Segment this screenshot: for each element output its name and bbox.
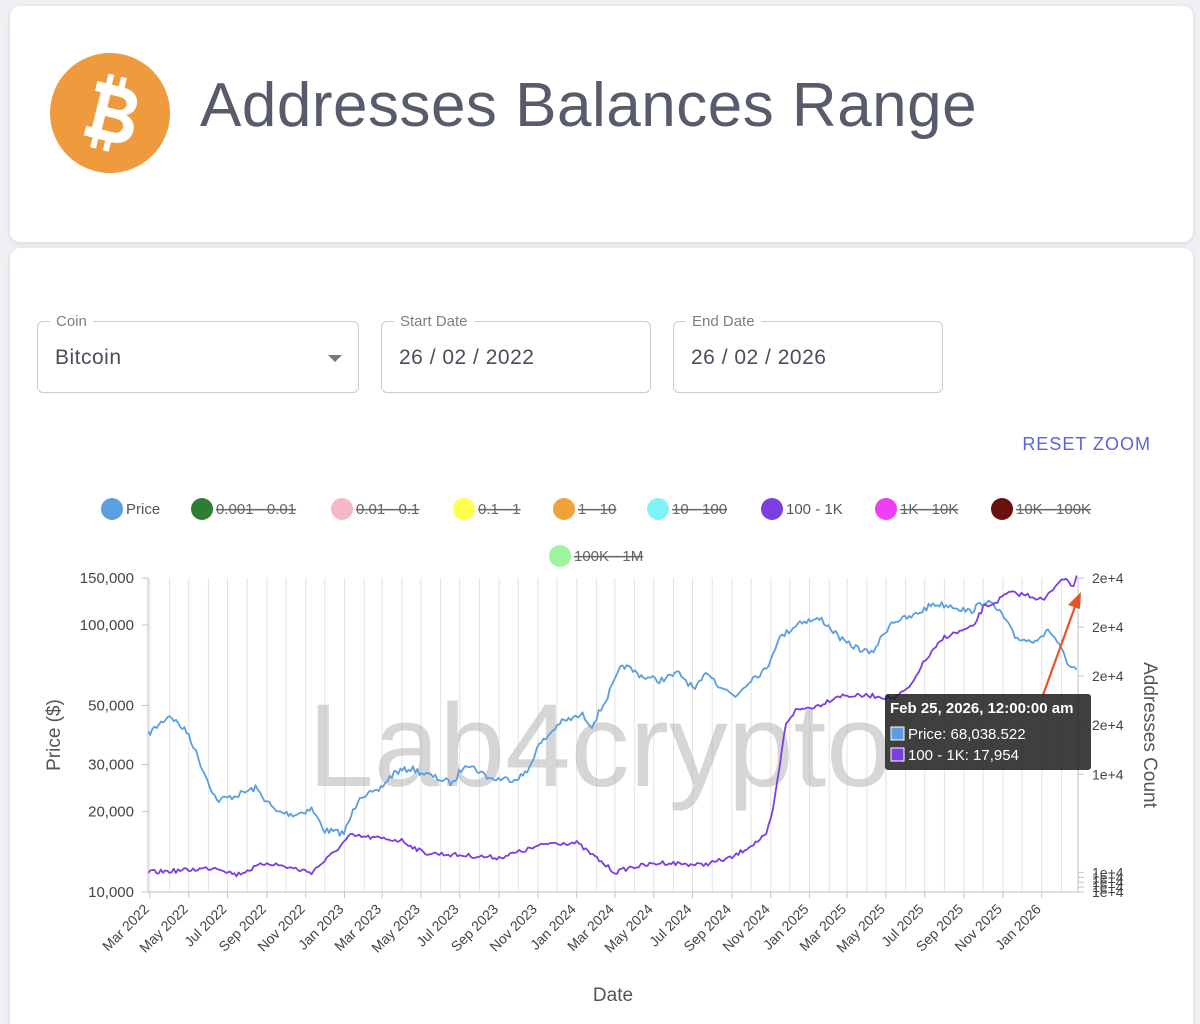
tooltip-date: Feb 25, 2026, 12:00:00 am <box>890 700 1073 717</box>
legend-item[interactable]: 0.1 - 1 <box>453 498 521 520</box>
legend-item[interactable]: 1 - 10 <box>553 498 616 520</box>
watermark: Lab4crypto <box>308 680 892 812</box>
y2-tick-label: 1e+4 <box>1092 766 1124 782</box>
chart-series <box>147 575 1078 878</box>
y-tick-label: 20,000 <box>88 804 134 821</box>
y-tick-label: 30,000 <box>88 757 134 774</box>
legend-item[interactable]: 100K - 1M <box>549 545 643 567</box>
series-line <box>147 599 1078 837</box>
coin-select[interactable]: Coin Bitcoin <box>37 313 359 393</box>
start-date-label: Start Date <box>394 313 474 330</box>
arrow-head-icon <box>1068 592 1081 609</box>
x-axis-label: Date <box>593 985 633 1006</box>
legend-swatch <box>191 498 213 520</box>
legend-swatch <box>647 498 669 520</box>
legend-swatch <box>761 498 783 520</box>
tooltip-price: Price: 68,038.522 <box>908 726 1026 743</box>
legend-item[interactable]: 1K - 10K <box>875 498 958 520</box>
legend-swatch <box>875 498 897 520</box>
legend-label: 1 - 10 <box>578 501 616 518</box>
end-date-value: 26 / 02 / 2026 <box>691 346 827 369</box>
bitcoin-logo-icon <box>50 53 170 173</box>
legend-label: 1K - 10K <box>900 501 958 518</box>
legend-label: 0.1 - 1 <box>478 501 521 518</box>
y2-tick-label: 1e+4 <box>1092 879 1124 895</box>
y2-tick-label: 1e+4 <box>1092 864 1124 880</box>
chart-legend: Price 0.001 - 0.01 0.01 - 0.1 0.1 - 1 1 - 10… <box>101 498 1091 567</box>
header-card: Addresses Balances Range <box>10 6 1193 242</box>
start-date-input[interactable]: Start Date 26 / 02 / 2022 <box>381 313 651 393</box>
caret-down-icon[interactable] <box>328 355 342 362</box>
legend-swatch <box>549 545 571 567</box>
y2-tick-label: 2e+4 <box>1092 570 1124 586</box>
legend-item[interactable]: 10 - 100 <box>647 498 727 520</box>
legend-label: 100 - 1K <box>786 501 843 518</box>
y-tick-label: 50,000 <box>88 697 134 714</box>
y-tick-label: 100,000 <box>80 617 134 634</box>
tooltip-box <box>885 694 1091 770</box>
legend-label: 10 - 100 <box>672 501 727 518</box>
tooltip-count: 100 - 1K: 17,954 <box>908 747 1019 764</box>
legend-swatch <box>101 498 123 520</box>
start-date-value: 26 / 02 / 2022 <box>399 346 535 369</box>
legend-label: 0.001 - 0.01 <box>216 501 296 518</box>
tooltip-swatch <box>890 747 905 762</box>
chart-tooltip: Feb 25, 2026, 12:00:00 am Price: 68,038.5… <box>885 592 1091 770</box>
coin-value: Bitcoin <box>55 346 122 369</box>
y2-tick-label: 1e+4 <box>1092 874 1124 890</box>
legend-item[interactable]: 0.001 - 0.01 <box>191 498 296 520</box>
y2-tick-label: 2e+4 <box>1092 717 1124 733</box>
y2-tick-label: 1e+4 <box>1092 884 1124 900</box>
legend-item[interactable]: 0.01 - 0.1 <box>331 498 419 520</box>
legend-swatch <box>331 498 353 520</box>
main-card: Coin Bitcoin Start Date 26 / 02 / 2022 E… <box>10 248 1193 1024</box>
legend-label: 10K - 100K <box>1016 501 1091 518</box>
legend-swatch <box>553 498 575 520</box>
arrow-line <box>1041 603 1078 696</box>
y-tick-label: 10,000 <box>88 884 134 901</box>
legend-item[interactable]: 10K - 100K <box>991 498 1091 520</box>
legend-swatch <box>453 498 475 520</box>
legend-swatch <box>991 498 1013 520</box>
page-title: Addresses Balances Range <box>200 71 978 140</box>
end-date-input[interactable]: End Date 26 / 02 / 2026 <box>673 313 943 393</box>
legend-label: Price <box>126 501 160 518</box>
y-tick-label: 150,000 <box>80 570 134 587</box>
end-date-label: End Date <box>686 313 761 330</box>
series-line <box>147 575 1078 878</box>
y2-tick-label: 1e+4 <box>1092 869 1124 885</box>
y2-tick-label: 2e+4 <box>1092 668 1124 684</box>
legend-label: 100K - 1M <box>574 548 643 565</box>
y2-tick-label: 2e+4 <box>1092 619 1124 635</box>
legend-item[interactable]: 100 - 1K <box>761 498 843 520</box>
coin-label: Coin <box>50 313 93 330</box>
legend-item[interactable]: Price <box>101 498 160 520</box>
reset-zoom-button[interactable]: RESET ZOOM <box>1022 434 1151 454</box>
tooltip-swatch <box>890 726 905 741</box>
y-axis-label: Price ($) <box>44 699 65 771</box>
y2-axis-label: Addresses Count <box>1139 662 1160 808</box>
legend-label: 0.01 - 0.1 <box>356 501 419 518</box>
